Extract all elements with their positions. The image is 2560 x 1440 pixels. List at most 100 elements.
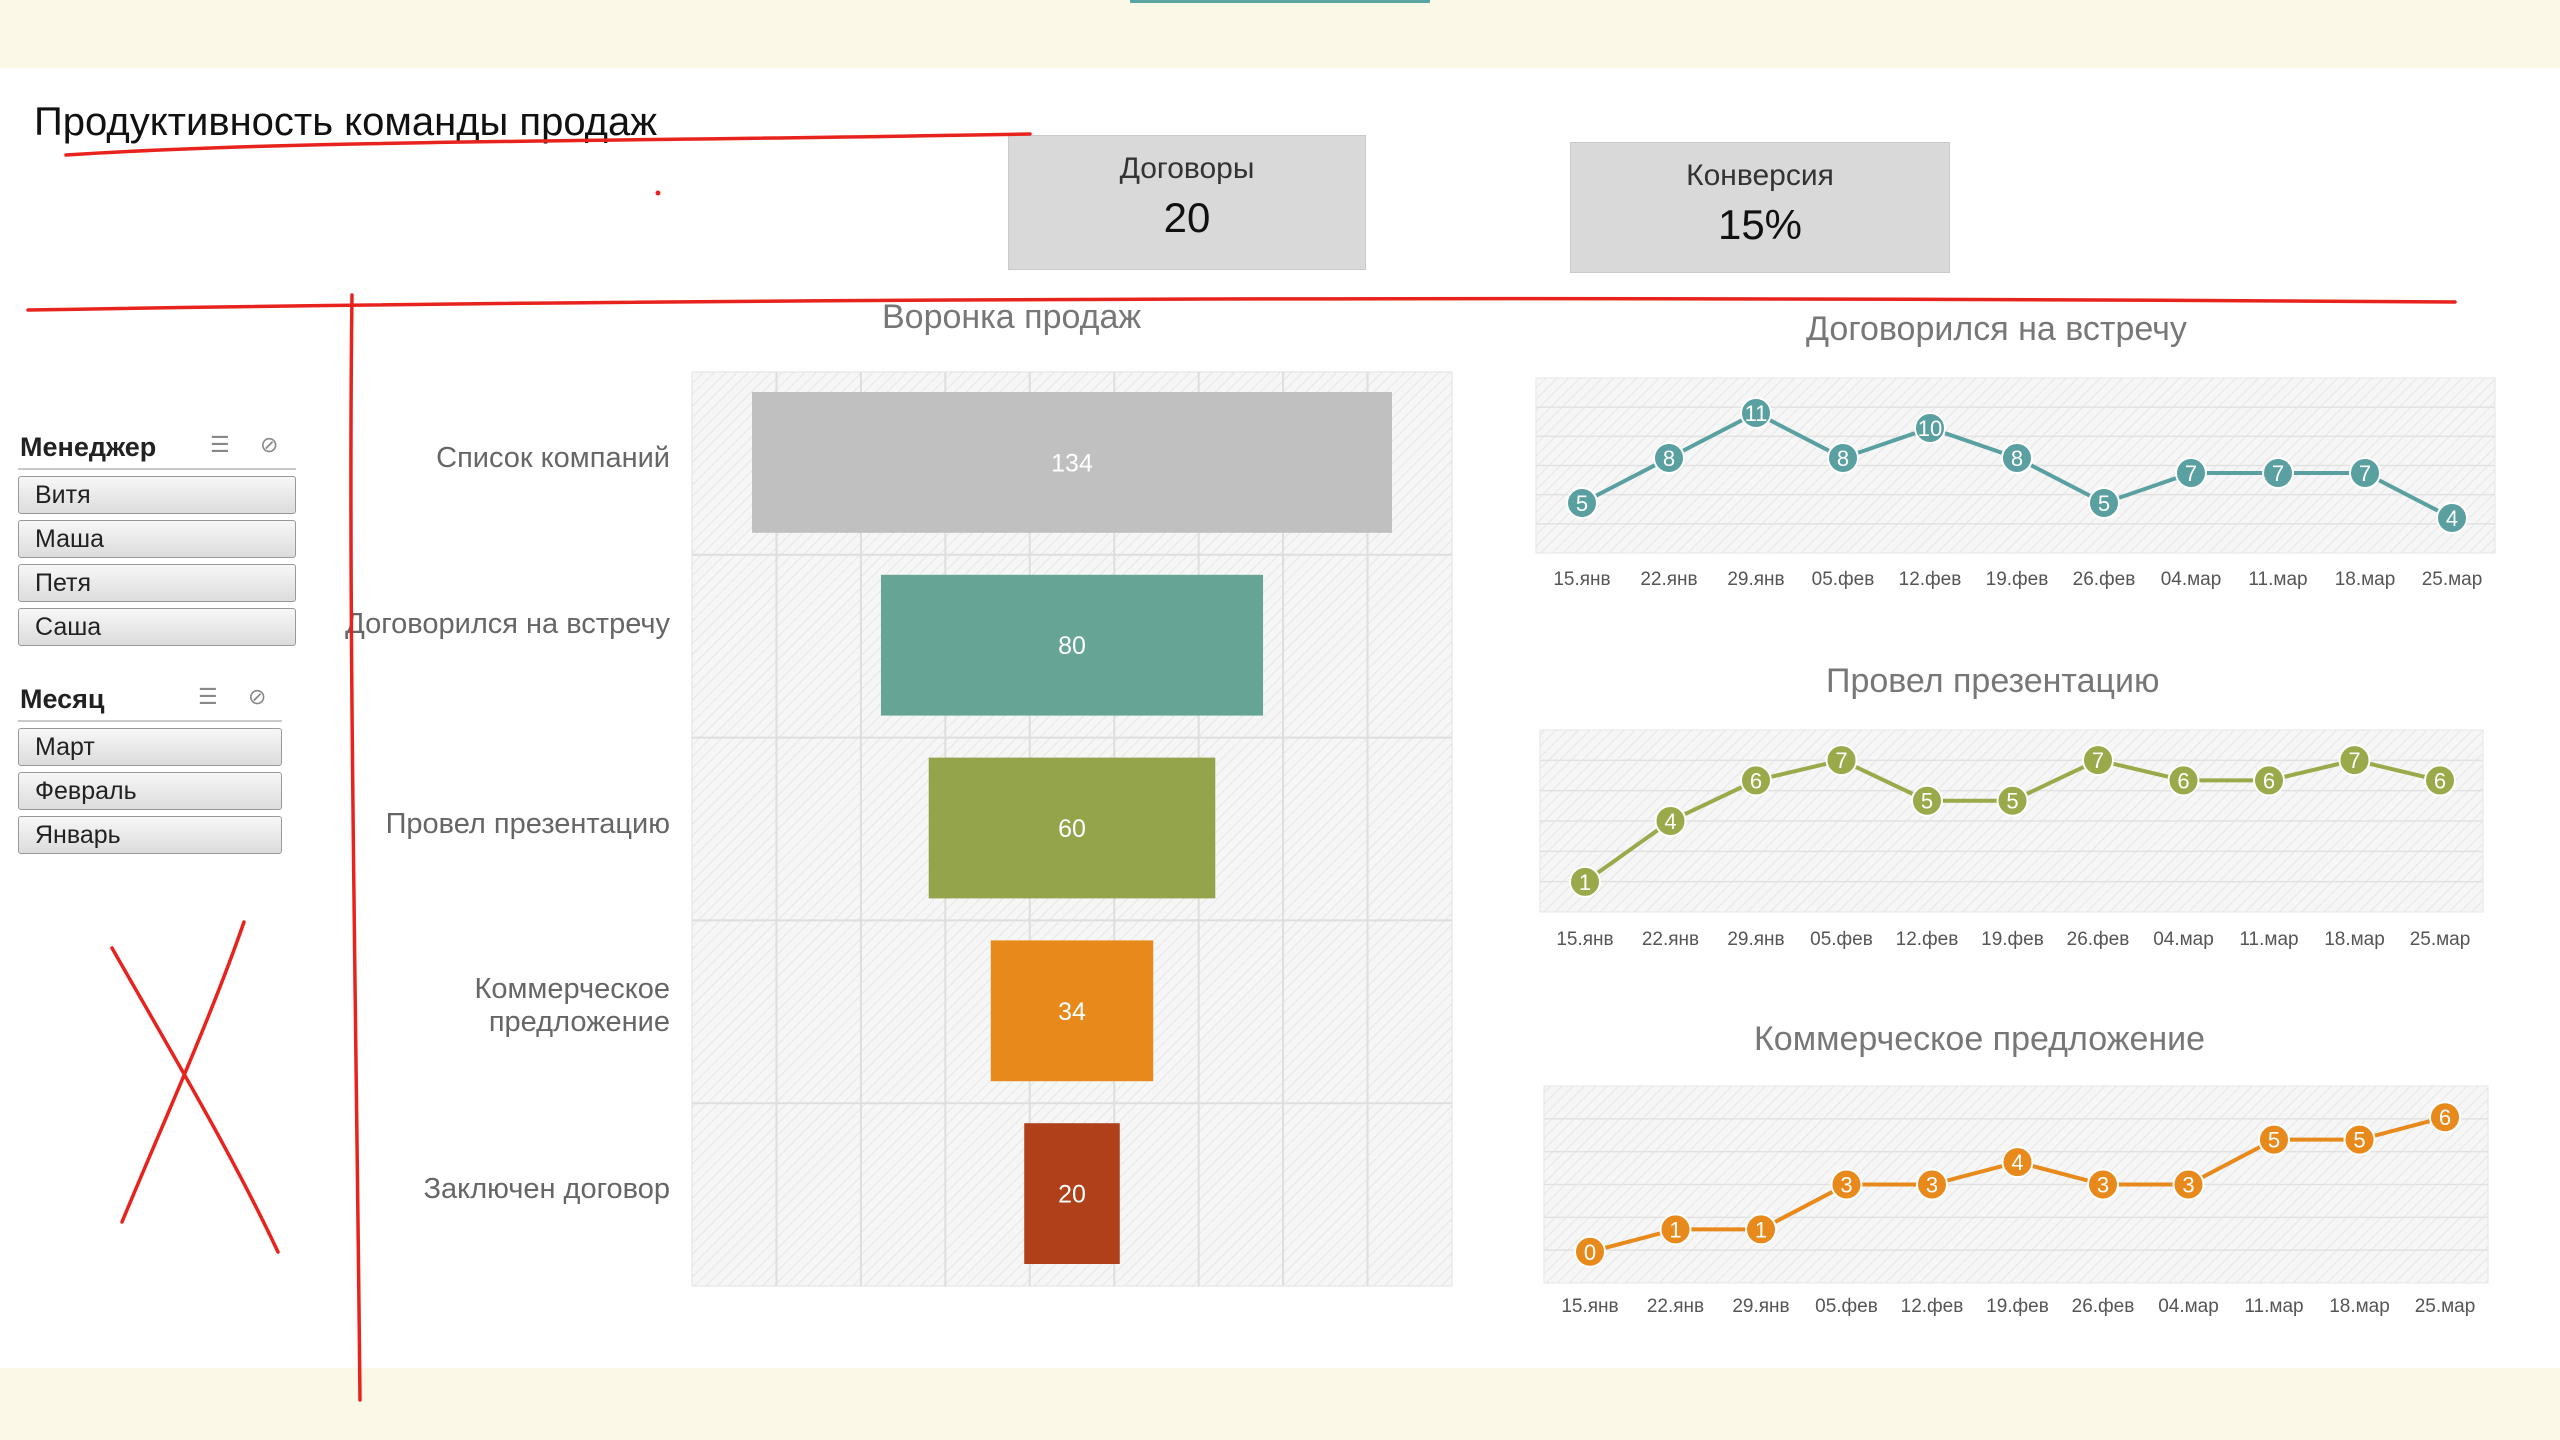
x-axis-tick-label: 12.фев <box>1896 929 1959 950</box>
slicer-item-masha[interactable]: Маша <box>18 520 296 558</box>
x-axis-tick-label: 05.фев <box>1815 1296 1878 1317</box>
x-axis-tick-label: 15.янв <box>1553 569 1610 590</box>
line-point-value-label: 0 <box>1584 1240 1596 1265</box>
multi-select-icon[interactable]: ☰ <box>198 684 218 709</box>
line-point-value-label: 11 <box>1745 401 1768 426</box>
month-slicer-header: Месяц ☰ ⊘ <box>18 680 282 722</box>
funnel-bar-value-label: 60 <box>1058 815 1086 843</box>
line-point-marker <box>2349 457 2381 489</box>
slicer-item-february[interactable]: Февраль <box>18 772 282 810</box>
slicer-item-vitya[interactable]: Витя <box>18 476 296 514</box>
slicer-item-march[interactable]: Март <box>18 728 282 766</box>
line-point-value-label: 3 <box>2182 1173 2194 1198</box>
line-point-marker <box>2087 1168 2119 1201</box>
x-axis-tick-label: 26.фев <box>2072 1296 2135 1317</box>
line-point-value-label: 4 <box>2446 506 2458 531</box>
x-axis-tick-label: 11.мар <box>2239 929 2298 950</box>
x-axis-tick-label: 15.янв <box>1561 1296 1618 1317</box>
line-point-value-label: 7 <box>2348 748 2360 773</box>
top-bar <box>0 0 2560 68</box>
x-axis-tick-label: 11.мар <box>2244 1296 2303 1317</box>
kpi-contracts-label: Договоры <box>1119 152 1255 185</box>
line-point-marker <box>2001 1146 2034 1179</box>
line-point-value-label: 6 <box>2439 1105 2451 1130</box>
line-point-marker <box>2088 487 2120 519</box>
line-point-marker <box>1827 442 1859 474</box>
line-point-marker <box>1916 1168 1948 1201</box>
line-point-marker <box>1914 412 1946 444</box>
line-point-marker <box>1740 764 1772 797</box>
red-annotation-stroke <box>64 132 1032 157</box>
line-point-marker <box>2082 744 2114 777</box>
line-point-marker <box>1740 397 1772 429</box>
line-point-value-label: 3 <box>1840 1173 1852 1198</box>
x-axis-tick-label: 18.мар <box>2335 569 2396 590</box>
x-axis-tick-label: 18.мар <box>2324 929 2385 950</box>
x-axis-tick-label: 22.янв <box>1642 929 1699 950</box>
line-point-value-label: 10 <box>1918 416 1942 441</box>
line-point-marker <box>1659 1213 1692 1246</box>
funnel-chart-title: Воронка продаж <box>882 298 1142 336</box>
funnel-stage-label: Список компаний <box>436 442 670 474</box>
slicer-item-january[interactable]: Январь <box>18 816 282 854</box>
line-point-marker <box>2429 1101 2461 1134</box>
x-axis-tick-label: 19.фев <box>1981 929 2044 950</box>
line-point-value-label: 5 <box>2268 1128 2280 1153</box>
line-point-value-label: 8 <box>2011 446 2023 471</box>
x-axis-tick-label: 05.фев <box>1810 929 1873 950</box>
line-point-value-label: 7 <box>2185 461 2197 486</box>
line-point-value-label: 4 <box>1664 809 1676 834</box>
x-axis-tick-label: 29.янв <box>1727 929 1784 950</box>
line-point-marker <box>2338 744 2371 777</box>
multi-select-icon[interactable]: ☰ <box>210 432 230 457</box>
x-axis-tick-label: 29.янв <box>1732 1296 1789 1317</box>
bottom-bar <box>0 1368 2560 1440</box>
line-chart-title-proposals: Коммерческое предложение <box>1754 1020 2206 1058</box>
x-axis-tick-label: 15.янв <box>1556 929 1613 950</box>
line-point-value-label: 8 <box>1663 446 1675 471</box>
page-title: Продуктивность команды продаж <box>34 100 658 144</box>
line-point-marker <box>2167 764 2200 797</box>
x-axis-tick-label: 29.янв <box>1727 569 1784 590</box>
x-axis-tick-label: 18.мар <box>2329 1296 2390 1317</box>
x-axis-tick-label: 25.мар <box>2410 929 2471 950</box>
line-point-value-label: 5 <box>1576 491 1588 516</box>
kpi-contracts-card: Договоры 20 <box>1008 135 1366 270</box>
line-point-value-label: 1 <box>1579 870 1591 895</box>
funnel-stage-label: Заключен договор <box>423 1173 670 1205</box>
manager-slicer-title: Менеджер <box>20 432 157 462</box>
funnel-bar-value-label: 80 <box>1058 632 1086 660</box>
line-point-value-label: 6 <box>2434 768 2446 793</box>
slicer-item-petya[interactable]: Петя <box>18 564 296 602</box>
x-axis-tick-label: 19.фев <box>1986 569 2049 590</box>
manager-slicer: Менеджер ☰ ⊘ Витя Маша Петя Саша <box>18 428 296 646</box>
funnel-bar-value-label: 34 <box>1058 998 1086 1026</box>
funnel-bar-value-label: 20 <box>1058 1181 1086 1209</box>
funnel-stage-label: Коммерческое предложение <box>474 973 670 1038</box>
line-point-marker <box>2343 1123 2376 1156</box>
red-annotation-dot <box>655 190 661 196</box>
x-axis-tick-label: 12.фев <box>1899 569 1962 590</box>
clear-filter-icon[interactable]: ⊘ <box>248 684 267 709</box>
red-annotation-stroke <box>26 296 2457 312</box>
line-point-value-label: 5 <box>2098 491 2110 516</box>
line-point-value-label: 4 <box>2011 1150 2023 1175</box>
clear-filter-icon[interactable]: ⊘ <box>260 432 279 457</box>
red-annotation-stroke <box>349 293 362 1402</box>
x-axis-tick-label: 26.фев <box>2073 569 2136 590</box>
kpi-contracts-value: 20 <box>1163 194 1211 241</box>
x-axis-tick-label: 12.фев <box>1901 1296 1964 1317</box>
slicer-item-sasha[interactable]: Саша <box>18 608 296 646</box>
line-point-marker <box>1569 865 1601 898</box>
funnel-stage-label: Договорился на встречу <box>345 608 670 640</box>
line-point-marker <box>2436 502 2468 534</box>
x-axis-tick-label: 04.мар <box>2161 569 2222 590</box>
x-axis-tick-label: 25.мар <box>2422 569 2483 590</box>
month-slicer: Месяц ☰ ⊘ Март Февраль Январь <box>18 680 282 854</box>
line-point-value-label: 1 <box>1669 1217 1681 1242</box>
line-point-marker <box>1654 805 1687 837</box>
line-chart-title-meetings: Договорился на встречу <box>1806 310 2187 348</box>
line-point-marker <box>1566 487 1598 519</box>
line-point-marker <box>2175 457 2207 489</box>
manager-slicer-header: Менеджер ☰ ⊘ <box>18 428 296 470</box>
